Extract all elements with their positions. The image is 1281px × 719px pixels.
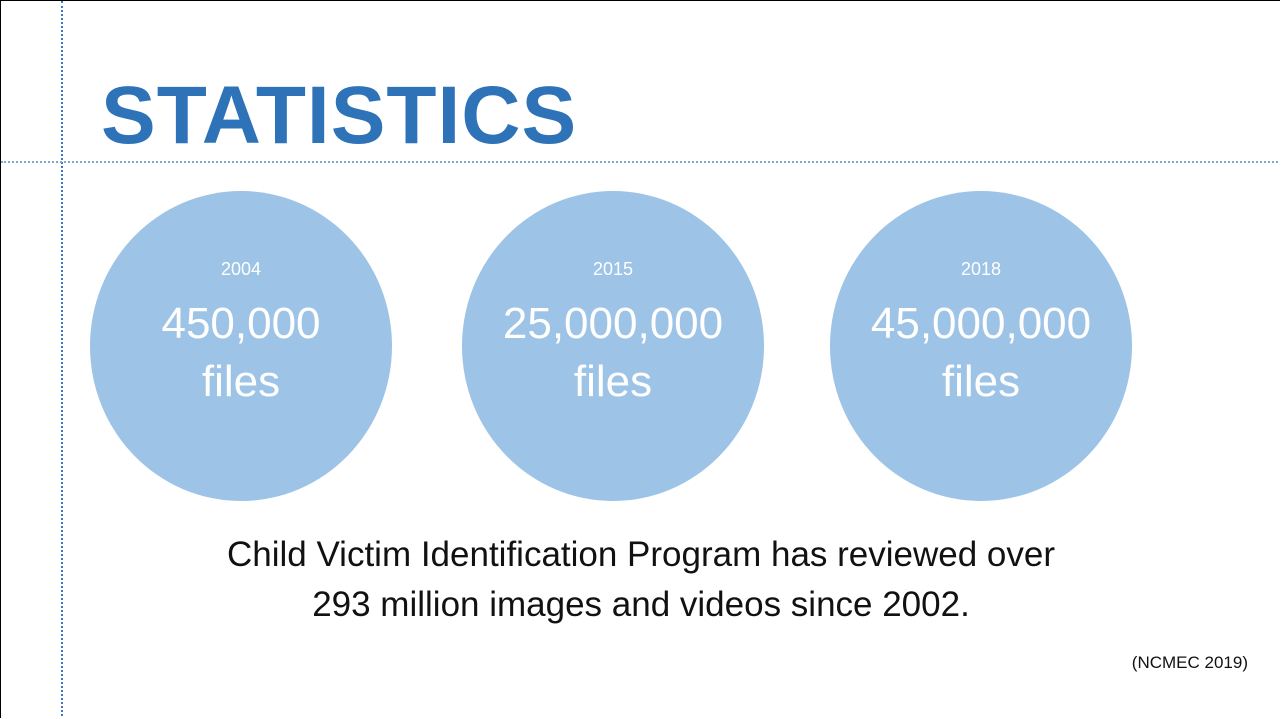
stat-circle: 2015 25,000,000 files <box>462 191 764 501</box>
body-line: Child Victim Identification Program has … <box>226 535 1056 574</box>
stat-circle: 2018 45,000,000 files <box>830 191 1132 501</box>
citation: (NCMEC 2019) <box>1131 653 1248 672</box>
title: STATISTICS <box>101 70 578 161</box>
stat-unit: files <box>573 357 653 406</box>
stat-year: 2004 <box>220 259 262 279</box>
stat-year: 2015 <box>592 259 634 279</box>
stat-circle: 2004 450,000 files <box>90 191 392 501</box>
stat-year: 2018 <box>960 259 1002 279</box>
stat-value: 450,000 <box>161 299 321 348</box>
body-line: 293 million images and videos since 2002… <box>312 585 970 624</box>
stat-unit: files <box>201 357 281 406</box>
divider-horizontal <box>1 161 1280 163</box>
divider-vertical <box>61 1 63 718</box>
stat-value: 45,000,000 <box>870 299 1092 348</box>
stat-unit: files <box>941 357 1021 406</box>
stat-value: 25,000,000 <box>502 299 724 348</box>
